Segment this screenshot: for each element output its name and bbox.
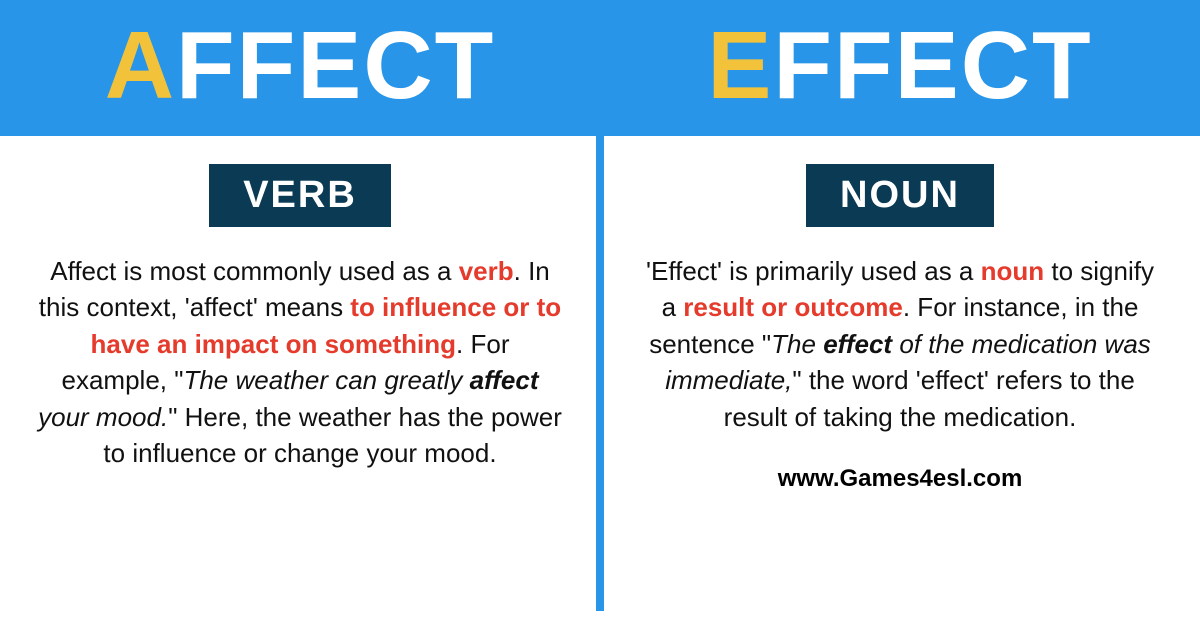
header-right: EFFECT	[600, 0, 1200, 136]
example-bold: affect	[470, 365, 539, 395]
header-left: AFFECT	[0, 0, 600, 136]
title-effect-first: E	[707, 12, 773, 119]
right-body: 'Effect' is primarily used as a noun to …	[636, 253, 1164, 435]
highlight-verb: verb	[459, 256, 514, 286]
left-column: VERB Affect is most commonly used as a v…	[0, 136, 600, 503]
highlight-noun: noun	[981, 256, 1045, 286]
text: Affect is most commonly used as a	[50, 256, 458, 286]
title-affect: AFFECT	[0, 18, 600, 114]
title-affect-rest: FFECT	[176, 12, 495, 119]
title-affect-first: A	[105, 12, 176, 119]
text: The	[771, 329, 823, 359]
highlight-result: result or outcome	[683, 292, 903, 322]
header-banner: AFFECT EFFECT	[0, 0, 1200, 136]
badge-verb: VERB	[209, 164, 391, 227]
title-effect-rest: FFECT	[773, 12, 1092, 119]
center-divider	[596, 136, 604, 611]
left-body: Affect is most commonly used as a verb. …	[36, 253, 564, 471]
title-effect: EFFECT	[600, 18, 1200, 114]
right-column: NOUN 'Effect' is primarily used as a nou…	[600, 136, 1200, 503]
badge-noun: NOUN	[806, 164, 994, 227]
example-bold: effect	[823, 329, 892, 359]
footer-url: www.Games4esl.com	[778, 465, 1023, 493]
text: " Here, the weather has the power to inf…	[103, 402, 561, 468]
text: your mood.	[38, 402, 168, 432]
text: The weather can greatly	[183, 365, 469, 395]
text: 'Effect' is primarily used as a	[646, 256, 981, 286]
content-area: VERB Affect is most commonly used as a v…	[0, 136, 1200, 503]
